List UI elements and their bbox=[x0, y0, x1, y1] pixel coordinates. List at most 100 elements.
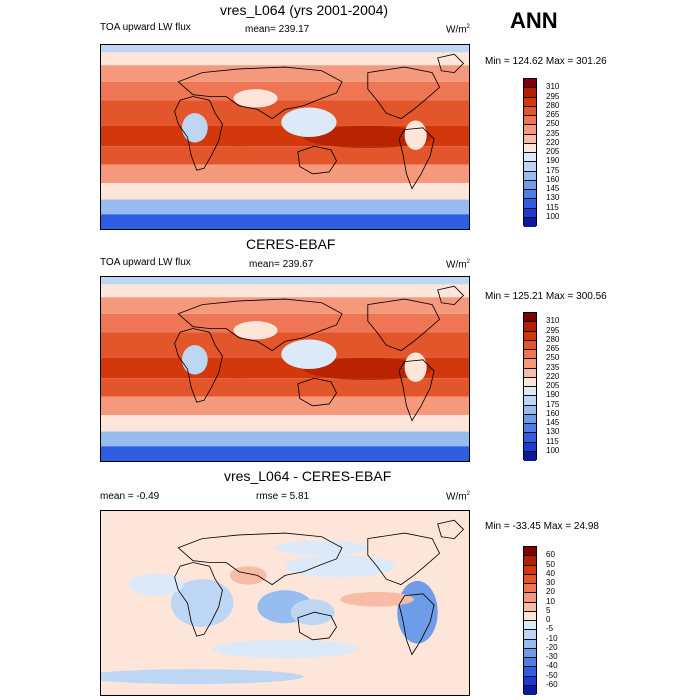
panel-3-colorbar bbox=[523, 546, 537, 695]
colorbar-tick-label: 235 bbox=[546, 128, 560, 138]
panel-1-minmax: Min = 124.62 Max = 301.26 bbox=[485, 56, 607, 67]
colorbar-swatch bbox=[524, 340, 536, 350]
colorbar-swatch bbox=[524, 350, 536, 360]
panel-2-map bbox=[100, 276, 470, 462]
colorbar-tick-label: 0 bbox=[546, 615, 551, 624]
panel-1-colorbar bbox=[523, 78, 537, 227]
colorbar-swatch bbox=[524, 414, 536, 424]
colorbar-tick-label: -5 bbox=[546, 624, 554, 634]
colorbar-swatch bbox=[524, 396, 536, 406]
colorbar-swatch bbox=[524, 79, 536, 89]
colorbar-tick-label: 175 bbox=[546, 165, 560, 175]
panel-3-minmax: Min = -33.45 Max = 24.98 bbox=[485, 521, 599, 532]
panel-1-unit: W/m2 bbox=[446, 24, 470, 36]
colorbar-swatch bbox=[524, 433, 536, 443]
colorbar-tick-label: 145 bbox=[546, 418, 560, 427]
colorbar-swatch bbox=[524, 387, 536, 397]
colorbar-tick-label: 250 bbox=[546, 353, 560, 363]
colorbar-swatch bbox=[524, 208, 536, 218]
colorbar-tick-label: 265 bbox=[546, 110, 560, 119]
colorbar-tick-label: 310 bbox=[546, 82, 560, 92]
colorbar-tick-label: 265 bbox=[546, 344, 560, 353]
colorbar-swatch bbox=[524, 442, 536, 452]
colorbar-swatch bbox=[524, 676, 536, 686]
colorbar-swatch bbox=[524, 630, 536, 640]
colorbar-swatch bbox=[524, 556, 536, 566]
colorbar-tick-label: 205 bbox=[546, 381, 560, 390]
colorbar-tick-label: 130 bbox=[546, 427, 560, 437]
colorbar-tick-label: 100 bbox=[546, 445, 560, 455]
colorbar-tick-label: -40 bbox=[546, 661, 558, 671]
panel-1-map bbox=[100, 44, 470, 230]
colorbar-swatch bbox=[524, 125, 536, 135]
colorbar-tick-label: 50 bbox=[546, 559, 555, 569]
colorbar-tick-label: -60 bbox=[546, 679, 558, 689]
colorbar-swatch bbox=[524, 199, 536, 209]
colorbar-tick-label: 220 bbox=[546, 137, 560, 147]
colorbar-swatch bbox=[524, 134, 536, 144]
colorbar-swatch bbox=[524, 547, 536, 557]
colorbar-tick-label: -20 bbox=[546, 642, 558, 652]
colorbar-swatch bbox=[524, 190, 536, 200]
colorbar-tick-label: 205 bbox=[546, 147, 560, 156]
colorbar-tick-label: 280 bbox=[546, 334, 560, 344]
colorbar-swatch bbox=[524, 162, 536, 172]
panel-2-unit: W/m2 bbox=[446, 259, 470, 271]
colorbar-tick-label: 60 bbox=[546, 550, 555, 560]
panel-2-minmax: Min = 125.21 Max = 300.56 bbox=[485, 291, 607, 302]
colorbar-swatch bbox=[524, 584, 536, 594]
colorbar-tick-label: 40 bbox=[546, 568, 555, 578]
panel-1-variable-label: TOA upward LW flux bbox=[100, 22, 191, 33]
panel-2-mean: mean= 239.67 bbox=[249, 259, 314, 270]
colorbar-tick-label: 160 bbox=[546, 408, 560, 418]
colorbar-tick-label: -30 bbox=[546, 652, 558, 661]
colorbar-swatch bbox=[524, 593, 536, 603]
colorbar-swatch bbox=[524, 106, 536, 116]
colorbar-tick-label: -10 bbox=[546, 633, 558, 643]
colorbar-tick-label: 175 bbox=[546, 399, 560, 409]
panel-3-rmse: rmse = 5.81 bbox=[256, 491, 310, 502]
panel-3-map bbox=[100, 510, 470, 696]
panel-2-colorbar bbox=[523, 312, 537, 461]
colorbar-swatch bbox=[524, 217, 536, 227]
colorbar-tick-label: 10 bbox=[546, 596, 555, 606]
colorbar-tick-label: 130 bbox=[546, 193, 560, 203]
colorbar-swatch bbox=[524, 574, 536, 584]
colorbar-swatch bbox=[524, 451, 536, 461]
colorbar-swatch bbox=[524, 658, 536, 668]
colorbar-tick-label: 295 bbox=[546, 91, 560, 101]
colorbar-swatch bbox=[524, 639, 536, 649]
colorbar-swatch bbox=[524, 648, 536, 658]
colorbar-tick-label: 190 bbox=[546, 390, 560, 400]
colorbar-swatch bbox=[524, 116, 536, 126]
colorbar-swatch bbox=[524, 153, 536, 163]
colorbar-swatch bbox=[524, 377, 536, 387]
colorbar-tick-label: 30 bbox=[546, 578, 555, 587]
panel-2-title: CERES-EBAF bbox=[246, 236, 336, 252]
colorbar-tick-label: 20 bbox=[546, 587, 555, 597]
colorbar-swatch bbox=[524, 331, 536, 341]
colorbar-tick-label: 115 bbox=[546, 202, 559, 212]
colorbar-swatch bbox=[524, 97, 536, 107]
panel-3-mean: mean = -0.49 bbox=[100, 491, 160, 502]
colorbar-tick-label: 235 bbox=[546, 362, 560, 372]
colorbar-tick-label: -50 bbox=[546, 670, 558, 680]
colorbar-swatch bbox=[524, 322, 536, 332]
colorbar-tick-label: 250 bbox=[546, 119, 560, 129]
season-label: ANN bbox=[510, 8, 558, 33]
colorbar-swatch bbox=[524, 88, 536, 98]
panel-3-title: vres_L064 - CERES-EBAF bbox=[224, 468, 392, 484]
colorbar-tick-label: 160 bbox=[546, 174, 560, 184]
colorbar-swatch bbox=[524, 621, 536, 631]
colorbar-swatch bbox=[524, 611, 536, 621]
colorbar-tick-label: 220 bbox=[546, 371, 560, 381]
panel-2-variable-label: TOA upward LW flux bbox=[100, 257, 191, 268]
colorbar-swatch bbox=[524, 602, 536, 612]
colorbar-swatch bbox=[524, 359, 536, 369]
colorbar-swatch bbox=[524, 143, 536, 153]
colorbar-swatch bbox=[524, 180, 536, 190]
colorbar-swatch bbox=[524, 405, 536, 415]
colorbar-tick-label: 5 bbox=[546, 605, 551, 615]
colorbar-swatch bbox=[524, 424, 536, 434]
colorbar-swatch bbox=[524, 565, 536, 575]
